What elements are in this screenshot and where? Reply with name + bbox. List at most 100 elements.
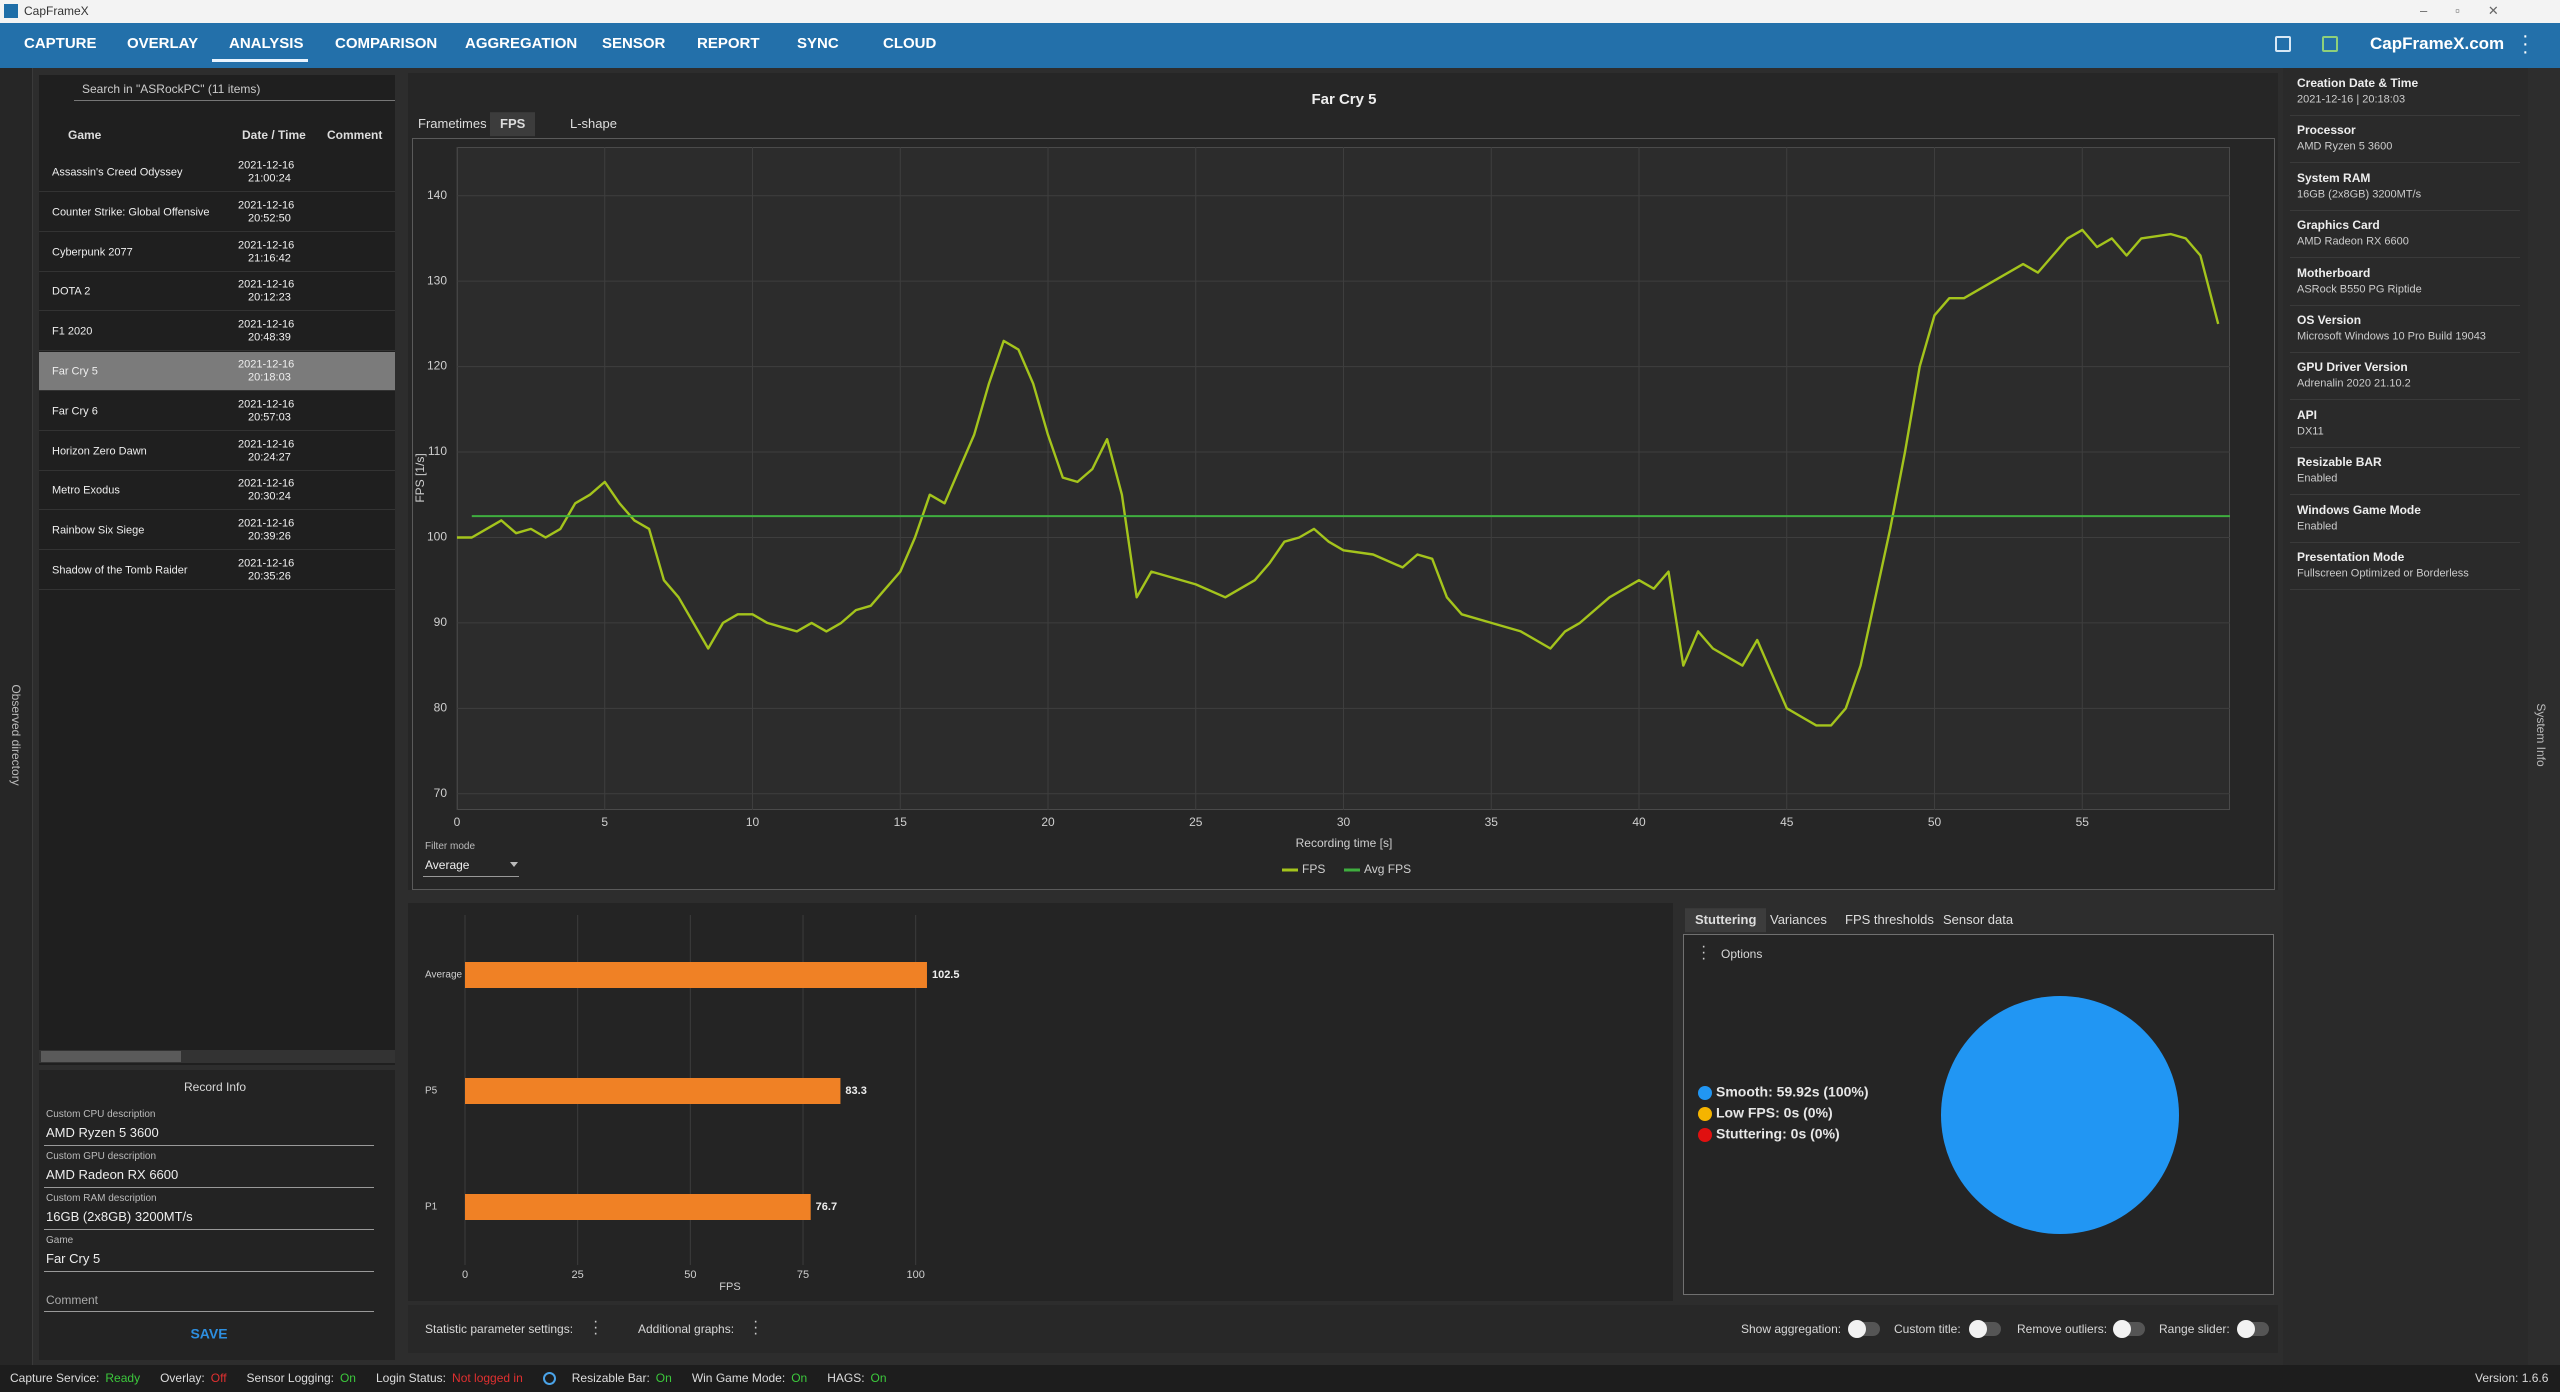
nav-item[interactable]: SYNC <box>797 35 839 52</box>
nav-item[interactable]: CLOUD <box>883 35 937 52</box>
game-name: Counter Strike: Global Offensive <box>52 206 210 219</box>
legend-dot <box>1698 1086 1712 1100</box>
stat-settings: Statistic parameter settings: <box>425 1321 574 1336</box>
game-name: Far Cry 5 <box>52 365 98 378</box>
game-name: Rainbow Six Siege <box>52 524 145 537</box>
analysis-tab[interactable]: Variances <box>1770 912 1827 928</box>
list-row[interactable] <box>39 551 395 590</box>
list-row[interactable] <box>39 193 395 232</box>
game-name: F1 2020 <box>52 325 93 338</box>
info-value: AMD Radeon RX 6600 <box>2297 235 2409 248</box>
field-label: Game <box>46 1235 74 1246</box>
game-name: Horizon Zero Dawn <box>52 445 147 457</box>
list-row[interactable] <box>39 153 395 192</box>
record-time: 21:00:24 <box>248 172 291 185</box>
nav-item[interactable]: OVERLAY <box>127 35 199 52</box>
bar <box>465 962 927 988</box>
save-icon[interactable] <box>2275 36 2291 52</box>
nav-bar <box>0 23 2560 68</box>
site-link[interactable]: CapFrameX.com <box>2370 33 2505 53</box>
chart-tab[interactable]: L-shape <box>570 116 617 132</box>
y-tick-label: 140 <box>427 188 447 202</box>
record-time: 20:30:24 <box>248 490 291 503</box>
toggle-switch[interactable] <box>2237 1320 2269 1338</box>
list-row[interactable] <box>39 312 395 352</box>
info-value: Adrenalin 2020 21.10.2 <box>2297 377 2411 390</box>
nav-item[interactable]: REPORT <box>697 35 760 52</box>
search-box[interactable]: Search in "ASRockPC" (11 items) <box>82 81 261 96</box>
x-tick-label: 20 <box>1041 815 1055 829</box>
record-date: 2021-12-16 <box>238 159 295 172</box>
additional-graphs: Additional graphs: <box>638 1321 735 1336</box>
record-time: 20:52:50 <box>248 212 291 225</box>
toggle-switch[interactable] <box>1848 1320 1880 1338</box>
filter-dropdown[interactable]: Average <box>425 857 470 872</box>
pie-slice <box>1941 996 2179 1234</box>
record-time: 20:12:23 <box>248 291 291 304</box>
login-icon[interactable] <box>2322 36 2338 52</box>
scrollbar-thumb[interactable] <box>41 1051 181 1062</box>
list-row[interactable] <box>39 352 395 391</box>
game-name: Assassin's Creed Odyssey <box>52 166 183 179</box>
options-dots[interactable]: · · · <box>1701 938 1707 967</box>
record-time: 20:48:39 <box>248 331 291 344</box>
toggle-switch[interactable] <box>2113 1320 2145 1338</box>
field-value[interactable]: AMD Ryzen 5 3600 <box>46 1125 159 1141</box>
chart-tab[interactable]: FPS <box>490 112 536 136</box>
nav-item[interactable]: ANALYSIS <box>229 35 304 52</box>
game-name: Far Cry 6 <box>52 405 98 418</box>
record-time: 20:57:03 <box>248 411 291 424</box>
list-row[interactable] <box>39 511 395 551</box>
nav-item[interactable]: AGGREGATION <box>465 35 578 52</box>
x-tick-label: 50 <box>684 1269 696 1281</box>
x-tick-label: 55 <box>2076 815 2090 829</box>
observed-directory-strip[interactable] <box>0 68 33 1365</box>
chart-tab[interactable]: Frametimes <box>418 116 487 132</box>
game-name: DOTA 2 <box>52 285 91 298</box>
info-divider <box>2290 352 2520 353</box>
info-value: Enabled <box>2297 472 2338 485</box>
settings-dots[interactable]: · · · <box>753 1313 759 1342</box>
analysis-tab[interactable]: FPS thresholds <box>1845 912 1934 928</box>
nav-item[interactable]: COMPARISON <box>335 35 438 52</box>
dropdown-arrow <box>510 862 518 867</box>
menu-dots[interactable]: · · · <box>2522 25 2529 63</box>
save-button[interactable]: SAVE <box>190 1325 228 1342</box>
column-header[interactable]: Game <box>68 127 102 142</box>
list-row[interactable] <box>39 432 395 471</box>
system-info-panel <box>2283 68 2528 1365</box>
nav-item[interactable]: SENSOR <box>602 35 666 52</box>
legend-label: Low FPS: 0s (0%) <box>1716 1105 1833 1121</box>
info-label: Windows Game Mode <box>2297 502 2421 517</box>
comment-field[interactable]: Comment <box>46 1292 99 1307</box>
field-value[interactable]: Far Cry 5 <box>46 1251 101 1267</box>
x-tick-label: 10 <box>746 815 760 829</box>
info-value: AMD Ryzen 5 3600 <box>2297 140 2393 153</box>
field-value[interactable]: AMD Radeon RX 6600 <box>46 1167 179 1183</box>
nav-item[interactable]: CAPTURE <box>24 35 97 52</box>
filter-underline <box>423 876 519 877</box>
list-row[interactable] <box>39 471 395 511</box>
options-button[interactable]: Options <box>1721 946 1763 961</box>
collapsed-label[interactable]: Observed directory <box>9 684 24 786</box>
fps-chart-frame <box>412 138 2275 890</box>
list-row[interactable] <box>39 392 395 431</box>
x-tick-label: 25 <box>572 1269 584 1281</box>
list-row[interactable] <box>39 272 395 312</box>
record-date: 2021-12-16 <box>238 278 295 291</box>
settings-dots[interactable]: · · · <box>593 1313 599 1342</box>
toggle-switch[interactable] <box>1969 1320 2001 1338</box>
list-row[interactable] <box>39 233 395 272</box>
refresh-icon[interactable] <box>542 1371 556 1385</box>
analysis-tab[interactable]: Stuttering <box>1685 908 1767 932</box>
info-divider <box>2290 304 2520 306</box>
window-controls[interactable]: –▫✕ <box>2420 3 2527 18</box>
column-header[interactable]: Comment <box>327 127 383 142</box>
record-list <box>39 75 395 1065</box>
analysis-tab[interactable]: Sensor data <box>1943 912 2014 928</box>
x-tick-label: 100 <box>907 1269 925 1281</box>
field-value[interactable]: 16GB (2x8GB) 3200MT/s <box>46 1209 193 1225</box>
collapsed-label[interactable]: System Info <box>2534 703 2549 767</box>
column-header[interactable]: Date / Time <box>242 127 306 142</box>
